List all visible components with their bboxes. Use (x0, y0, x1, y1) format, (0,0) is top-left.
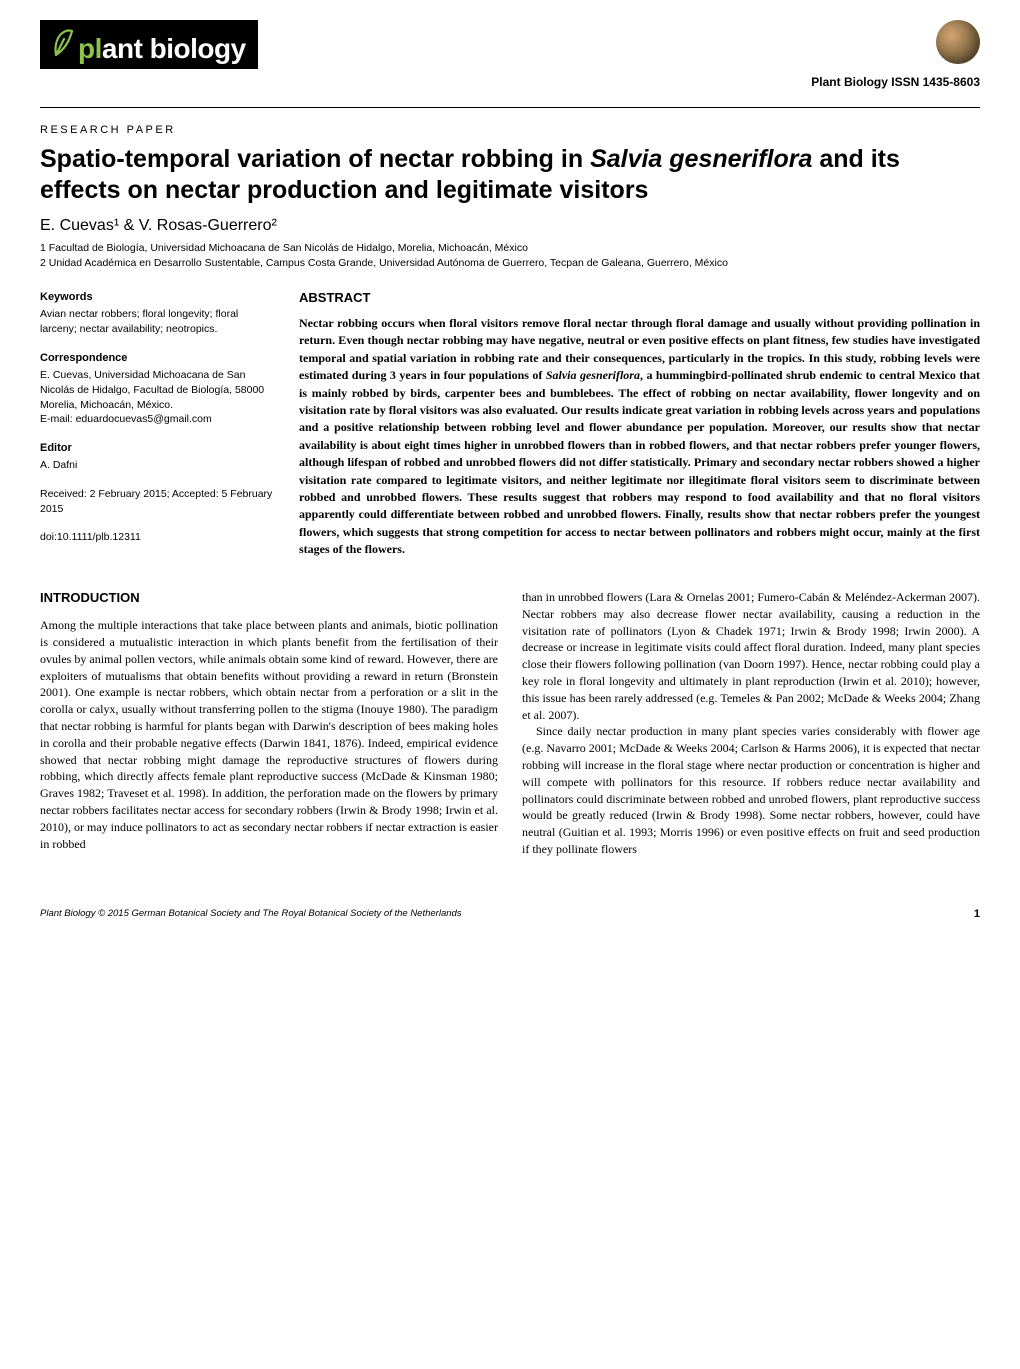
intro-p3: Since daily nectar production in many pl… (522, 723, 980, 857)
paper-title: Spatio-temporal variation of nectar robb… (40, 144, 980, 207)
correspondence-head: Correspondence (40, 351, 275, 366)
journal-logo: plant biology (40, 20, 258, 69)
keywords-head: Keywords (40, 290, 275, 305)
correspondence-email: E-mail: eduardocuevas5@gmail.com (40, 412, 275, 427)
paper-type: RESEARCH PAPER (40, 124, 980, 136)
intro-p2: than in unrobbed flowers (Lara & Ornelas… (522, 589, 980, 723)
title-part-a: Spatio-temporal variation of nectar robb… (40, 145, 590, 173)
affiliations: 1 Facultad de Biología, Universidad Mich… (40, 241, 980, 273)
journal-issn: Plant Biology ISSN 1435-8603 (811, 75, 980, 89)
doi-block: doi:10.1111/plb.12311 (40, 530, 275, 545)
correspondence-block: Correspondence E. Cuevas, Universidad Mi… (40, 351, 275, 427)
keywords-text: Avian nectar robbers; floral longevity; … (40, 307, 275, 336)
intro-p1: Among the multiple interactions that tak… (40, 617, 498, 852)
page-number: 1 (974, 908, 980, 920)
doi-text: doi:10.1111/plb.12311 (40, 530, 275, 545)
keywords-block: Keywords Avian nectar robbers; floral lo… (40, 290, 275, 337)
logo-text: ant biology (102, 33, 246, 65)
dates-text: Received: 2 February 2015; Accepted: 5 F… (40, 487, 275, 516)
header-right: Plant Biology ISSN 1435-8603 (811, 20, 980, 91)
intro-columns: INTRODUCTION Among the multiple interact… (40, 589, 980, 858)
planet-icon (936, 20, 980, 64)
abstract-body: Nectar robbing occurs when floral visito… (299, 315, 980, 558)
editor-name: A. Dafni (40, 458, 275, 473)
abstract-row: Keywords Avian nectar robbers; floral lo… (40, 290, 980, 559)
main-content: RESEARCH PAPER Spatio-temporal variation… (0, 114, 1020, 888)
header-divider (40, 107, 980, 108)
abstract-em: Salvia gesneriflora (546, 368, 640, 382)
intro-col-right: than in unrobbed flowers (Lara & Ornelas… (522, 589, 980, 858)
intro-head: INTRODUCTION (40, 589, 498, 607)
editor-block: Editor A. Dafni (40, 441, 275, 473)
dates-block: Received: 2 February 2015; Accepted: 5 F… (40, 487, 275, 516)
leaf-icon (52, 28, 76, 65)
copyright-text: Plant Biology © 2015 German Botanical So… (40, 908, 462, 919)
header-bar: plant biology Plant Biology ISSN 1435-86… (0, 0, 1020, 101)
affiliation-1: 1 Facultad de Biología, Universidad Mich… (40, 241, 980, 257)
abstract-b: , a hummingbird-pollinated shrub endemic… (299, 368, 980, 556)
authors: E. Cuevas¹ & V. Rosas-Guerrero² (40, 217, 980, 235)
page-footer: Plant Biology © 2015 German Botanical So… (0, 888, 1020, 944)
abstract-head: ABSTRACT (299, 290, 980, 305)
affiliation-2: 2 Unidad Académica en Desarrollo Sustent… (40, 256, 980, 272)
editor-head: Editor (40, 441, 275, 456)
logo-prefix: pl (78, 33, 102, 65)
title-em1: Salvia gesneriflora (590, 145, 812, 173)
correspondence-text: E. Cuevas, Universidad Michoacana de San… (40, 368, 275, 412)
metadata-column: Keywords Avian nectar robbers; floral lo… (40, 290, 275, 559)
intro-col-left: INTRODUCTION Among the multiple interact… (40, 589, 498, 858)
abstract-column: ABSTRACT Nectar robbing occurs when flor… (299, 290, 980, 559)
